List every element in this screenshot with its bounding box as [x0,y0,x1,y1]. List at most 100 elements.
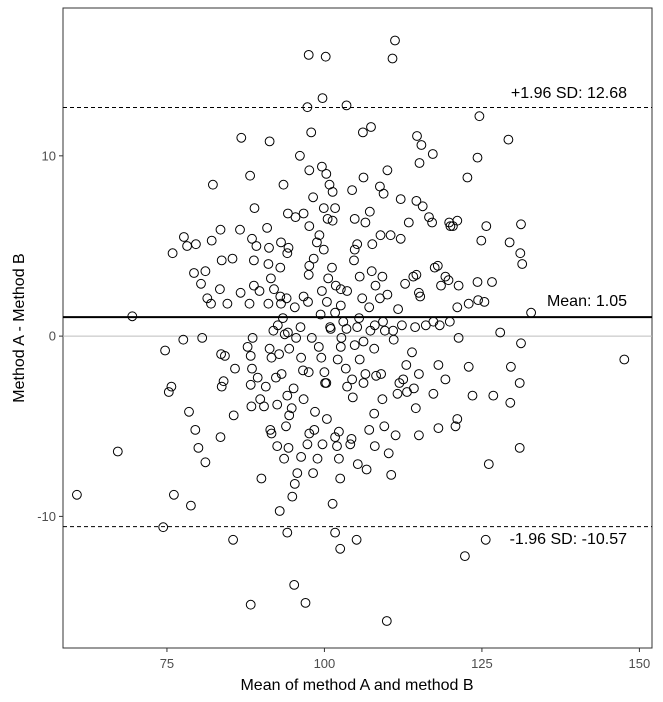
data-point-87 [249,255,259,266]
data-point-81 [349,244,360,255]
data-point-320 [300,598,311,608]
data-point-299 [335,473,346,484]
data-point-125 [235,287,246,298]
data-point-273 [266,428,277,439]
data-point-121 [453,280,464,291]
data-point-24 [304,165,315,176]
data-point-130 [317,286,327,296]
data-point-185 [178,334,189,345]
data-point-266 [309,425,320,435]
data-point-0 [390,35,400,46]
data-point-181 [358,336,369,347]
data-point-293 [334,453,344,464]
data-point-246 [392,388,403,399]
data-point-40 [298,208,309,219]
data-point-122 [473,295,484,306]
data-point-321 [381,616,392,626]
data-point-219 [414,369,424,379]
data-point-50 [424,212,434,223]
data-point-101 [323,273,334,284]
data-point-44 [349,214,360,224]
data-point-182 [388,334,399,345]
data-point-86 [227,253,238,264]
panel-border [62,7,653,649]
data-point-19 [317,161,327,172]
data-point-286 [369,441,380,452]
data-point-229 [514,378,525,388]
data-point-96 [189,268,199,278]
data-point-8 [366,122,376,132]
data-point-199 [245,351,256,361]
data-point-70 [515,248,526,259]
data-point-196 [407,347,417,358]
data-point-23 [245,170,256,181]
data-point-103 [366,266,377,277]
data-point-300 [361,464,372,475]
data-point-115 [330,280,341,291]
data-point-193 [335,342,346,352]
data-point-287 [514,443,525,453]
data-point-183 [453,333,464,343]
data-point-191 [284,343,295,354]
data-point-95 [429,262,440,273]
data-point-72 [179,232,189,242]
data-point-166 [268,325,279,336]
data-point-249 [488,390,499,401]
data-point-100 [303,269,314,280]
data-point-42 [318,203,329,214]
data-point-232 [218,376,229,387]
data-point-111 [196,278,206,289]
y-tick-label-0: 0 [49,329,56,344]
data-point-309 [327,498,338,509]
data-point-251 [246,401,257,412]
data-point-56 [262,223,273,233]
data-point-304 [72,489,82,500]
data-point-215 [340,363,351,374]
data-point-307 [186,500,196,511]
data-point-37 [249,203,260,214]
data-point-5 [341,100,352,111]
data-point-176 [247,333,258,343]
data-point-102 [354,271,365,282]
data-point-59 [276,237,286,248]
data-point-289 [200,457,211,468]
data-point-43 [417,201,428,212]
data-point-174 [434,320,445,331]
data-point-175 [495,327,506,338]
data-point-62 [312,237,322,248]
data-point-170 [365,325,376,336]
data-point-311 [282,527,293,538]
data-point-200 [266,352,277,363]
data-point-161 [352,322,363,333]
data-point-10 [412,131,422,141]
data-point-18 [472,152,483,163]
data-point-25 [462,172,473,183]
data-point-38 [330,203,341,214]
data-point-3 [387,53,398,64]
data-point-51 [427,217,438,228]
data-point-308 [274,506,285,516]
data-point-146 [393,304,404,315]
data-point-284 [332,441,342,452]
data-point-57 [235,224,245,235]
data-point-208 [506,361,516,372]
data-point-78 [264,242,274,253]
data-points [72,35,630,626]
data-point-298 [308,468,319,479]
data-point-91 [327,262,337,273]
data-point-184 [516,338,526,349]
data-point-21 [382,165,393,176]
data-point-270 [433,423,444,434]
data-point-126 [254,286,265,296]
data-point-142 [303,297,313,307]
data-point-310 [158,522,169,533]
data-point-231 [216,381,227,392]
data-point-243 [298,394,309,405]
data-point-263 [190,425,201,435]
data-point-31 [347,185,358,196]
data-point-318 [289,580,300,590]
lower-limit-label: -1.96 SD: -10.57 [510,531,628,548]
data-point-93 [308,253,319,264]
data-point-16 [427,149,438,159]
